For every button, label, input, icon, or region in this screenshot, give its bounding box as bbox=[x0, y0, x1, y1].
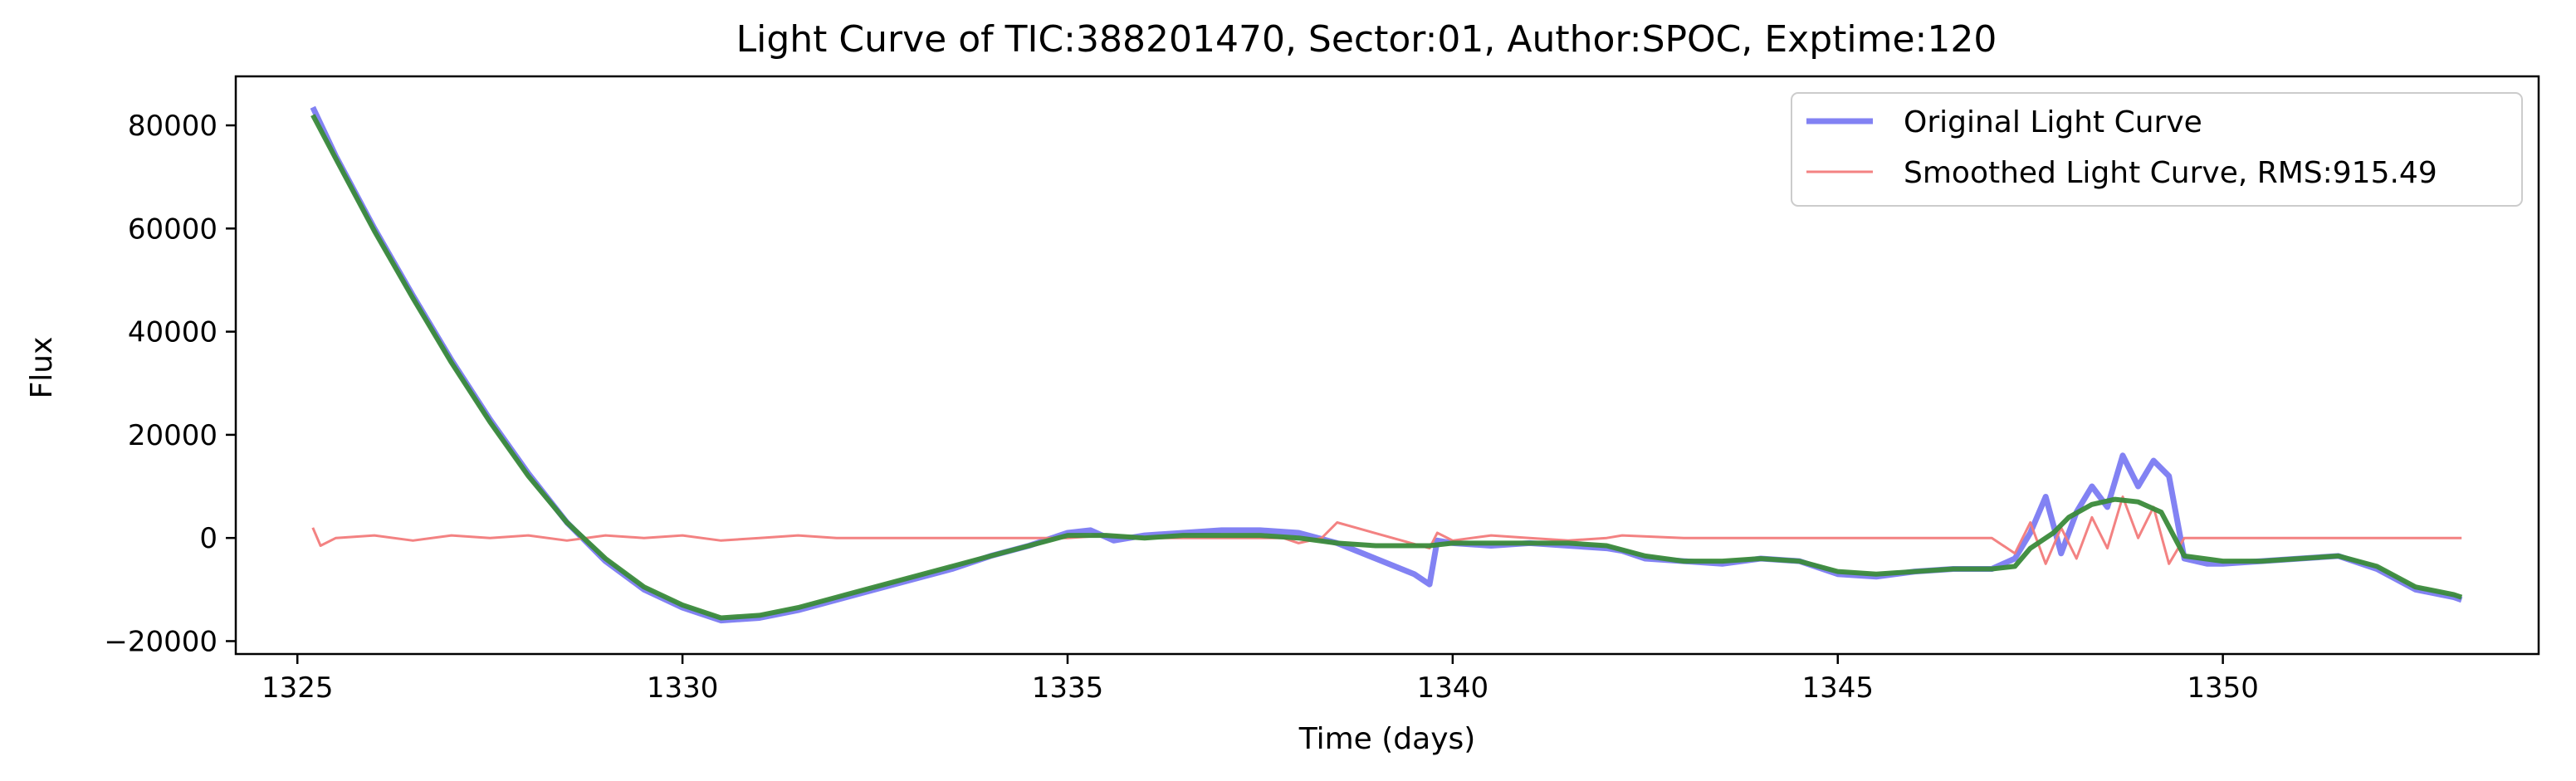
series-trend-line bbox=[310, 114, 2463, 621]
legend: Original Light Curve Smoothed Light Curv… bbox=[1791, 92, 2523, 207]
x-axis: 1325 1330 1335 1340 1345 1350 bbox=[262, 654, 2259, 705]
legend-box bbox=[1791, 92, 2523, 207]
x-tick-label: 1340 bbox=[1417, 671, 1489, 705]
y-axis: −20000 0 20000 40000 60000 80000 bbox=[104, 110, 236, 658]
y-tick-label: 60000 bbox=[128, 212, 218, 246]
y-tick-label: −20000 bbox=[104, 625, 218, 658]
legend-label-smoothed: Smoothed Light Curve, RMS:915.49 bbox=[1904, 156, 2437, 190]
chart-title: Light Curve of TIC:388201470, Sector:01,… bbox=[736, 18, 1997, 61]
y-axis-label: Flux bbox=[25, 337, 59, 399]
x-tick-label: 1350 bbox=[2187, 671, 2259, 705]
y-tick-label: 40000 bbox=[128, 316, 218, 349]
y-tick-label: 80000 bbox=[128, 110, 218, 143]
x-tick-label: 1330 bbox=[647, 671, 719, 705]
x-tick-label: 1335 bbox=[1032, 671, 1104, 705]
x-tick-label: 1325 bbox=[262, 671, 334, 705]
x-axis-label: Time (days) bbox=[1298, 722, 1476, 756]
legend-label-original: Original Light Curve bbox=[1904, 105, 2202, 139]
x-tick-label: 1345 bbox=[1801, 671, 1874, 705]
y-tick-label: 20000 bbox=[128, 419, 218, 452]
plot-area-frame bbox=[234, 75, 2540, 656]
series-layer bbox=[310, 105, 2463, 624]
y-tick-label: 0 bbox=[199, 522, 218, 555]
series-smoothed-line bbox=[311, 495, 2462, 565]
